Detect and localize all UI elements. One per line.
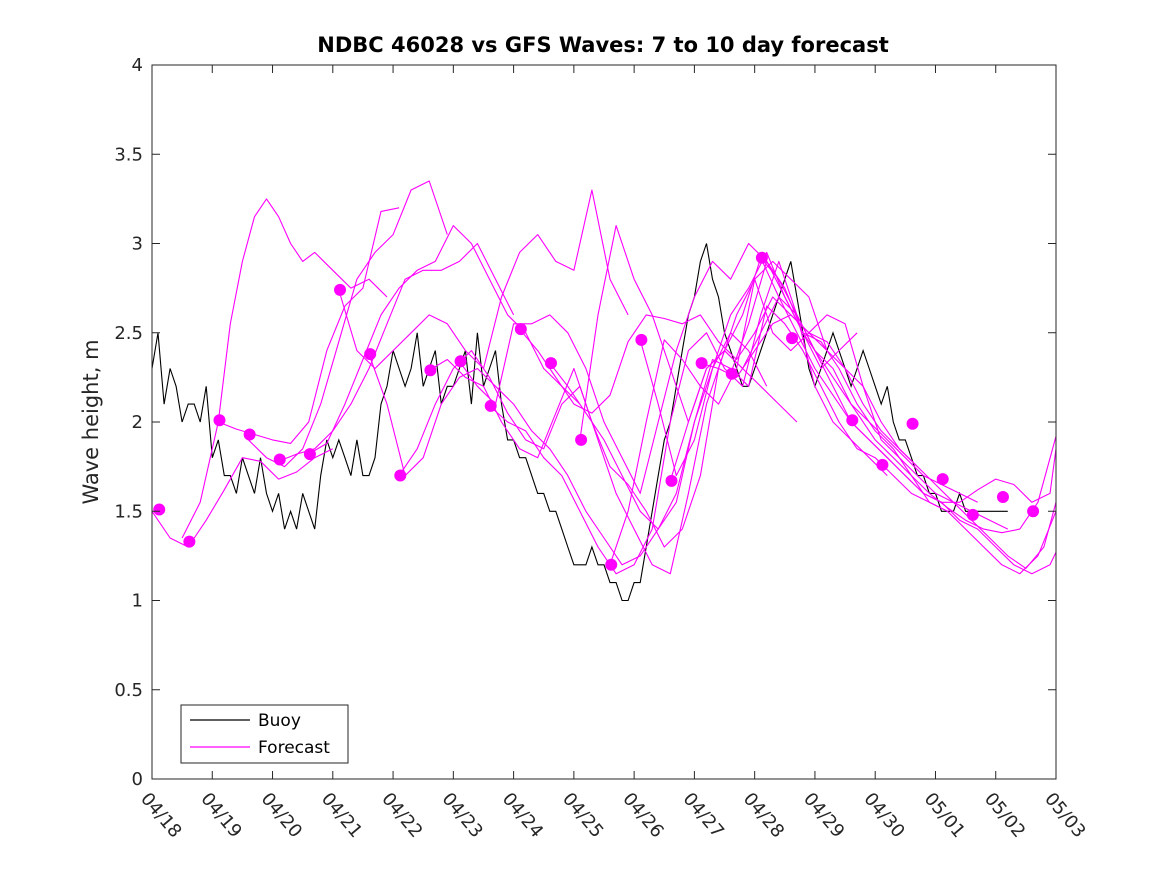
forecast-marker	[906, 417, 919, 430]
forecast-line	[730, 260, 1057, 534]
forecast-line	[700, 314, 1057, 569]
y-tick-label: 4	[132, 55, 143, 76]
forecast-marker	[966, 508, 979, 521]
y-tick-label: 2	[132, 412, 143, 433]
forecast-line	[278, 242, 515, 462]
forecast-marker	[183, 535, 196, 548]
y-axis-label: Wave height, m	[79, 339, 103, 504]
forecast-marker	[273, 453, 286, 466]
forecast-marker	[484, 399, 497, 412]
forecast-marker	[243, 428, 256, 441]
forecast-marker	[544, 357, 557, 370]
forecast-line	[639, 251, 1057, 575]
forecast-marker	[334, 283, 347, 296]
forecast-line	[151, 448, 334, 548]
y-axis-ticks: 0 0.5 1 1.5 2 2.5 3 3.5 4	[114, 55, 1056, 790]
chart-title: NDBC 46028 vs GFS Waves: 7 to 10 day for…	[317, 33, 888, 57]
y-tick-label: 1	[132, 591, 143, 612]
forecast-marker	[665, 474, 678, 487]
forecast-marker	[936, 473, 949, 486]
buoy-line	[151, 243, 1008, 602]
forecast-marker	[213, 414, 226, 427]
forecast-marker	[575, 433, 588, 446]
legend-forecast-label: Forecast	[258, 738, 330, 758]
y-tick-label: 1.5	[114, 501, 143, 522]
legend-box	[180, 704, 349, 764]
forecast-marker	[876, 458, 889, 471]
forecast-marker	[1027, 505, 1040, 518]
legend: Buoy Forecast	[180, 704, 349, 764]
forecast-line	[308, 225, 581, 455]
forecast-line	[181, 198, 388, 539]
forecast-marker	[635, 333, 648, 346]
forecast-line	[368, 332, 768, 566]
forecast-marker	[996, 490, 1009, 503]
forecast-marker	[454, 355, 467, 368]
y-tick-label: 3	[132, 234, 143, 255]
y-tick-label: 2.5	[114, 323, 143, 344]
forecast-marker	[786, 332, 799, 345]
legend-buoy-label: Buoy	[258, 711, 301, 731]
forecast-marker	[605, 558, 618, 571]
forecast-marker	[514, 323, 527, 336]
forecast-marker	[725, 367, 738, 380]
forecast-marker	[364, 348, 377, 361]
y-tick-label: 0	[132, 769, 143, 790]
forecast-line	[519, 296, 918, 467]
y-tick-label: 0.5	[114, 680, 143, 701]
forecast-marker	[424, 364, 437, 377]
forecast-marker	[755, 251, 768, 264]
buoy-series	[151, 243, 1008, 602]
plot-area	[151, 65, 1057, 779]
forecast-marker	[846, 414, 859, 427]
forecast-line	[489, 260, 888, 575]
forecast-marker	[153, 503, 166, 516]
forecast-markers	[153, 251, 1040, 571]
forecast-marker	[695, 357, 708, 370]
forecast-line	[760, 257, 1057, 503]
forecast-marker	[303, 448, 316, 461]
y-tick-label: 3.5	[114, 144, 143, 165]
forecast-line	[428, 260, 828, 548]
forecast-marker	[394, 469, 407, 482]
